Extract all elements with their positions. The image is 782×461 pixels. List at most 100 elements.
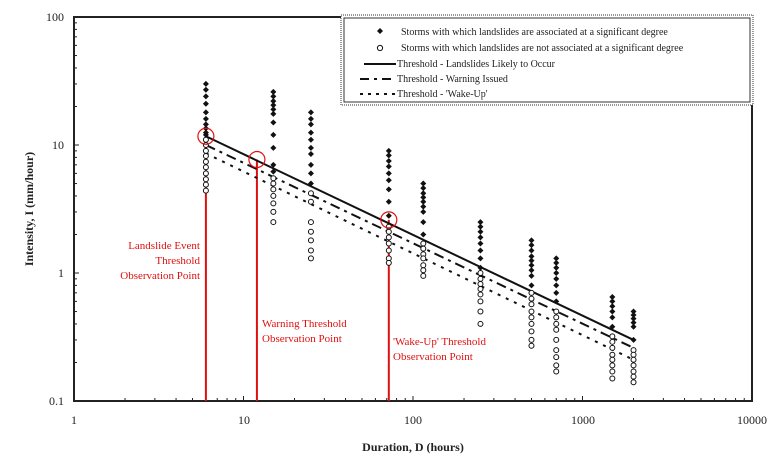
y-tick-label: 10 xyxy=(52,138,64,152)
data-point-filled xyxy=(202,86,209,93)
data-point-filled xyxy=(609,308,616,315)
data-point-open xyxy=(528,314,535,321)
data-point-open xyxy=(528,308,535,315)
data-point-open xyxy=(202,176,209,183)
data-point-filled xyxy=(270,161,277,168)
data-point-filled xyxy=(307,121,314,128)
y-axis-title: Intensity, I (mm/hour) xyxy=(22,152,36,266)
data-point-open xyxy=(270,186,277,193)
data-point-open xyxy=(477,298,484,305)
data-point-open xyxy=(385,247,392,254)
data-point-filled xyxy=(420,198,427,205)
data-point-open xyxy=(307,237,314,244)
data-point-open xyxy=(609,344,616,351)
data-point-filled xyxy=(477,240,484,247)
data-point-filled xyxy=(385,170,392,177)
data-point-filled xyxy=(385,198,392,205)
data-point-open xyxy=(477,320,484,327)
annotation-landslide-event: Landslide Event Threshold Observation Po… xyxy=(120,240,200,282)
data-point-filled xyxy=(630,308,637,315)
annotation-warning: Warning Threshold Observation Point xyxy=(262,318,347,345)
data-point-open xyxy=(420,262,427,269)
data-point-open xyxy=(385,259,392,266)
y-tick-label: 0.1 xyxy=(49,394,64,408)
data-point-filled xyxy=(553,259,560,266)
data-point-filled xyxy=(420,203,427,210)
data-point-filled xyxy=(307,144,314,151)
data-point-filled xyxy=(270,93,277,100)
data-point-filled xyxy=(270,131,277,138)
data-point-open xyxy=(528,328,535,335)
data-point-filled xyxy=(270,119,277,126)
data-point-open xyxy=(202,153,209,160)
data-point-open xyxy=(385,240,392,247)
data-point-filled xyxy=(609,314,616,321)
annotation-line: Threshold xyxy=(155,255,200,267)
data-point-filled xyxy=(630,311,637,318)
data-point-filled xyxy=(270,144,277,151)
threshold-line xyxy=(205,144,634,349)
data-point-filled xyxy=(270,110,277,117)
data-point-open xyxy=(630,373,637,380)
data-point-filled xyxy=(609,303,616,310)
data-point-filled xyxy=(528,272,535,279)
data-point-filled xyxy=(202,115,209,122)
data-point-open xyxy=(609,333,616,340)
data-point-filled xyxy=(477,247,484,254)
data-point-open xyxy=(307,247,314,254)
legend-entry: Threshold - 'Wake-Up' xyxy=(397,89,488,100)
data-point-open xyxy=(420,255,427,262)
data-point-open xyxy=(630,368,637,375)
data-point-filled xyxy=(528,262,535,269)
data-point-open xyxy=(553,336,560,343)
data-point-open xyxy=(553,362,560,369)
data-point-open xyxy=(202,147,209,154)
data-point-open xyxy=(477,281,484,288)
data-point-open xyxy=(609,362,616,369)
data-point-filled xyxy=(528,242,535,249)
data-point-filled xyxy=(385,212,392,219)
data-point-open xyxy=(385,234,392,241)
data-point-filled xyxy=(385,147,392,154)
data-point-filled xyxy=(553,282,560,289)
data-point-filled xyxy=(420,231,427,238)
data-point-open xyxy=(477,285,484,292)
data-point-filled xyxy=(202,100,209,107)
data-point-filled xyxy=(477,219,484,226)
data-point-open xyxy=(477,275,484,282)
data-point-open xyxy=(270,192,277,199)
data-point-filled xyxy=(630,323,637,330)
y-tick-labels: 0.1 1 10 100 xyxy=(46,10,64,408)
data-point-filled xyxy=(307,136,314,143)
data-point-filled xyxy=(528,267,535,274)
data-points xyxy=(202,80,637,386)
data-point-filled xyxy=(307,129,314,136)
data-point-filled xyxy=(553,298,560,305)
data-point-filled xyxy=(477,264,484,271)
data-point-filled xyxy=(385,163,392,170)
data-point-open xyxy=(202,158,209,165)
data-point-open xyxy=(307,190,314,197)
y-tick-label: 100 xyxy=(46,10,64,24)
data-point-filled xyxy=(420,180,427,187)
annotation-line: Landslide Event xyxy=(128,240,200,252)
data-point-filled xyxy=(420,190,427,197)
data-point-filled xyxy=(528,247,535,254)
data-point-open xyxy=(270,219,277,226)
data-point-filled xyxy=(477,228,484,235)
data-point-open xyxy=(385,228,392,235)
data-point-filled xyxy=(202,109,209,116)
data-point-open xyxy=(202,170,209,177)
data-point-filled xyxy=(630,319,637,326)
data-point-open xyxy=(270,180,277,187)
data-point-filled xyxy=(609,293,616,300)
data-point-filled xyxy=(528,253,535,260)
data-point-filled xyxy=(385,177,392,184)
data-point-open xyxy=(553,347,560,354)
data-point-filled xyxy=(528,257,535,264)
data-point-open xyxy=(553,326,560,333)
data-point-filled xyxy=(609,323,616,330)
observation-circles xyxy=(197,127,398,229)
annotation-line: Observation Point xyxy=(393,351,473,363)
